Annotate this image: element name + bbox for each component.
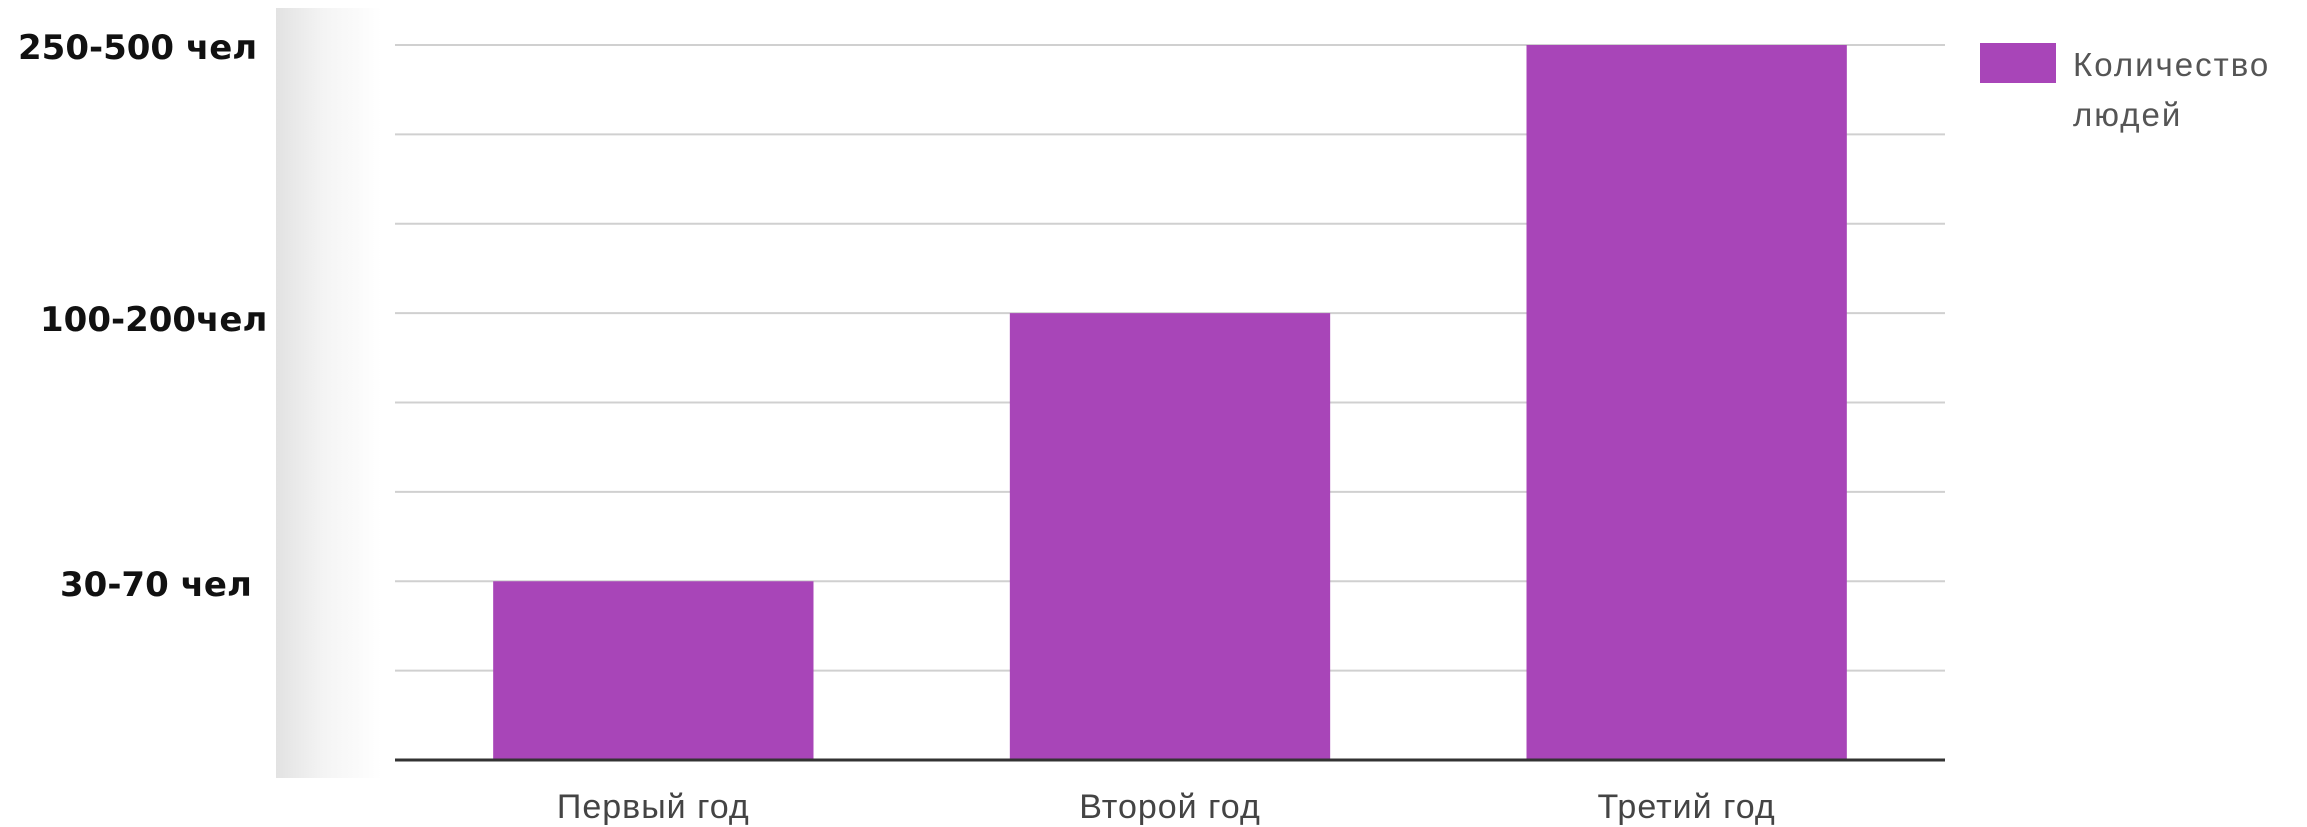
x-tick-label: Второй год <box>1079 788 1261 826</box>
legend-swatch <box>1980 43 2056 83</box>
y-tick-label-mid: 100-200чел <box>40 300 268 340</box>
bar <box>1009 313 1331 760</box>
x-tick-label: Третий год <box>1598 788 1776 826</box>
y-tick-label-high: 250-500 чел <box>18 28 258 68</box>
legend-label: Количество людей <box>2073 46 2271 133</box>
bar <box>493 581 814 760</box>
y-tick-label-low: 30-70 чел <box>60 565 252 605</box>
x-tick-label: Первый год <box>557 788 750 826</box>
axis-shadow <box>276 8 382 778</box>
bar <box>1526 45 1847 760</box>
